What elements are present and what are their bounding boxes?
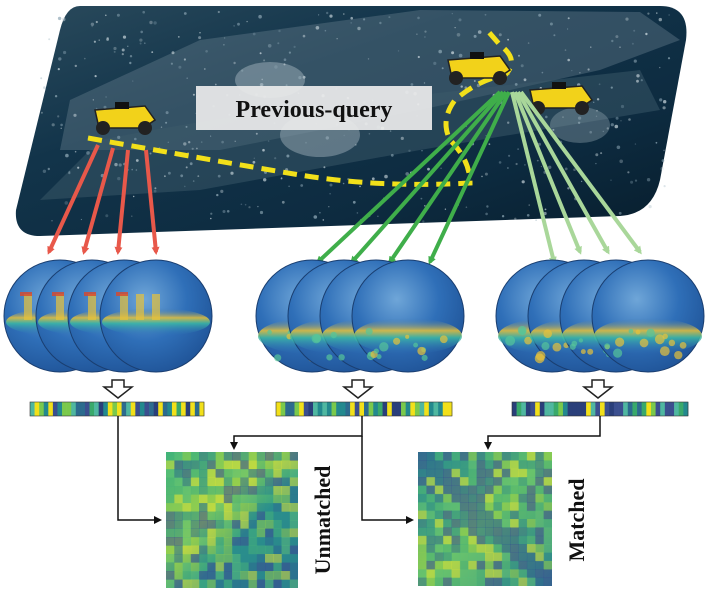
sphere-group-previous bbox=[3, 259, 213, 373]
green-arrows bbox=[315, 90, 511, 265]
red-arrow-1 bbox=[47, 144, 100, 255]
green-arrow-3 bbox=[388, 90, 508, 265]
projection-sphere bbox=[351, 259, 465, 373]
previous-query-label-box: Previous-query bbox=[196, 86, 432, 130]
connector-lines bbox=[117, 416, 601, 524]
red-arrow-4 bbox=[144, 149, 160, 255]
projection-sphere bbox=[99, 259, 213, 373]
matched-label: Matched bbox=[564, 478, 589, 561]
connector-mid-bar-to-unmatched bbox=[230, 416, 363, 450]
projection-sphere bbox=[591, 259, 705, 373]
similarity-matrix-unmatched bbox=[166, 452, 298, 588]
connector-mid-bar-to-matched bbox=[361, 436, 414, 524]
down-arrows bbox=[101, 379, 615, 399]
down-arrow-left bbox=[101, 379, 135, 399]
down-arrow-right bbox=[581, 379, 615, 399]
light-arrow-4 bbox=[519, 90, 642, 255]
connector-left-bar-to-unmatched bbox=[117, 416, 162, 524]
light-arrow-2 bbox=[513, 91, 582, 255]
green-arrow-2 bbox=[350, 90, 505, 265]
light-green-arrows bbox=[510, 90, 642, 265]
red-arrows bbox=[47, 144, 160, 255]
similarity-matrix-matched bbox=[418, 452, 552, 586]
sphere-group-query-match bbox=[255, 259, 465, 373]
robot-query-1 bbox=[447, 52, 512, 85]
down-arrow-mid bbox=[341, 379, 375, 399]
descriptor-barcode-query-match bbox=[275, 401, 453, 417]
green-arrow-1 bbox=[315, 90, 502, 265]
light-arrow-3 bbox=[516, 91, 610, 255]
red-arrow-2 bbox=[81, 147, 115, 255]
robot-previous bbox=[94, 102, 157, 135]
robot-query-2 bbox=[529, 82, 594, 115]
sphere-group-query bbox=[495, 259, 705, 373]
descriptor-barcode-query bbox=[511, 401, 689, 417]
light-arrow-1 bbox=[510, 91, 557, 265]
descriptor-barcode-previous bbox=[29, 401, 205, 417]
previous-query-label: Previous-query bbox=[236, 97, 393, 123]
red-arrow-3 bbox=[114, 149, 130, 255]
connector-right-bar-to-matched bbox=[484, 416, 601, 450]
green-arrow-4 bbox=[428, 91, 511, 265]
unmatched-label: Unmatched bbox=[310, 466, 335, 575]
